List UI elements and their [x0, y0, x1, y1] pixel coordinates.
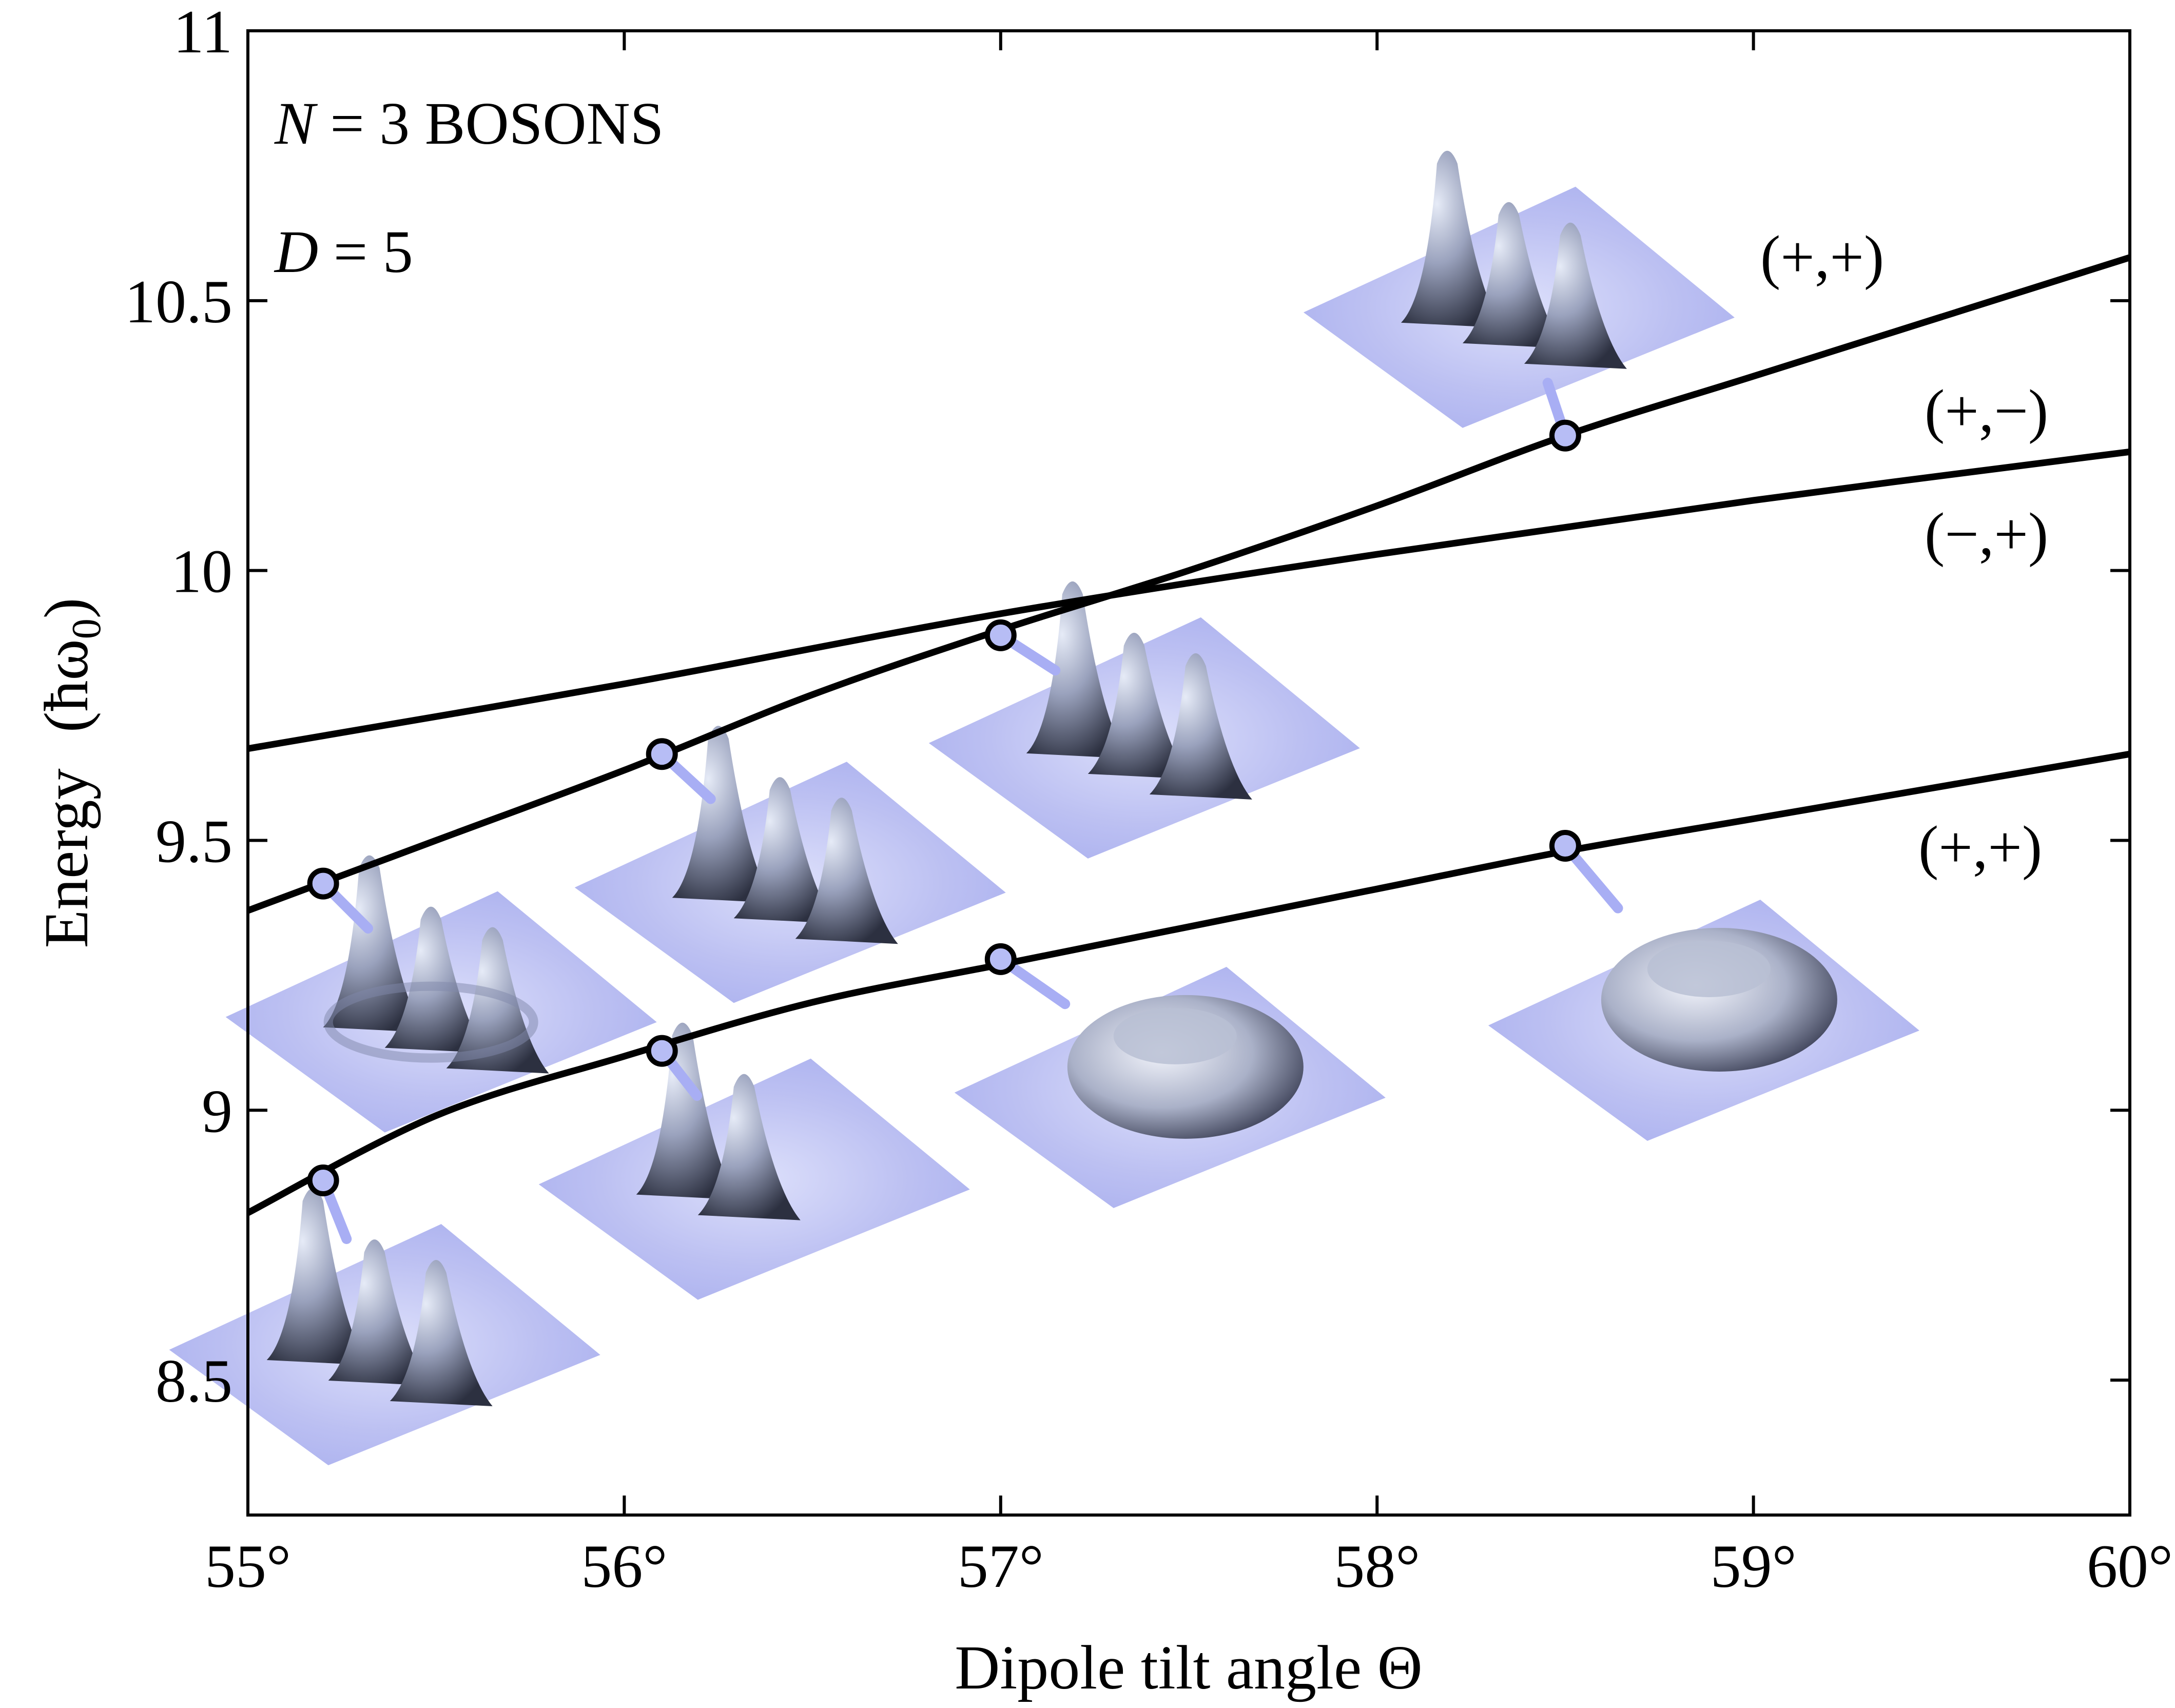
data-marker: [646, 1035, 678, 1067]
y-tick-labels: 8.5 9 9.5 10 10.5 11: [125, 0, 232, 1415]
density-peak: [328, 1239, 431, 1386]
density-inset: [1488, 899, 1919, 1141]
density-peak: [733, 777, 837, 924]
density-peak: [1462, 202, 1565, 348]
y-axis-unit-sub: 0: [64, 618, 109, 639]
data-marker: [307, 867, 339, 900]
y-tick-label: 10.5: [125, 267, 232, 336]
series-lines: [248, 254, 2130, 1216]
density-peak: [1524, 222, 1627, 369]
density-peak: [1149, 653, 1252, 800]
x-tick-label: 60°: [2087, 1532, 2173, 1600]
density-peak: [672, 726, 775, 903]
particle-count-label: N = 3 BOSONS: [274, 90, 664, 157]
data-marker: [307, 1164, 339, 1196]
density-ring-hole: [1113, 1007, 1237, 1064]
data-marker: [1549, 419, 1581, 452]
x-tick-label: 57°: [958, 1532, 1044, 1600]
data-markers: [307, 419, 1581, 1196]
x-tick-label: 55°: [205, 1532, 291, 1600]
series-line-0: [248, 254, 2130, 914]
density-peak: [795, 798, 898, 944]
density-inset: [538, 1022, 970, 1300]
x-tick-label: 56°: [581, 1532, 667, 1600]
density-peak: [1026, 581, 1129, 759]
y-tick-label: 8.5: [156, 1347, 232, 1415]
y-axis-unit: (ħω: [32, 639, 101, 732]
data-marker: [1549, 829, 1581, 862]
dipole-strength-symbol: D: [274, 218, 318, 285]
plot-frame: [246, 29, 2131, 1517]
series-label-bottom-plus-plus: (+,+): [1918, 813, 2042, 881]
density-peak: [390, 1259, 493, 1406]
y-axis-label: Energy: [32, 768, 101, 948]
particle-count-value: = 3 BOSONS: [315, 90, 664, 157]
y-axis-title: Energy (ħω0): [32, 598, 109, 948]
density-peak: [384, 906, 488, 1053]
density-inset: [928, 581, 1360, 859]
y-tick-label: 9.5: [156, 807, 232, 875]
density-peak: [636, 1022, 739, 1200]
y-axis-unit-close: ): [32, 598, 101, 619]
data-marker: [646, 738, 678, 770]
x-tick-label: 58°: [1334, 1532, 1420, 1600]
dipole-strength-label: D = 5: [274, 218, 413, 285]
data-marker: [984, 943, 1017, 975]
density-inset: [169, 1188, 600, 1465]
density-ring-hole: [1647, 940, 1771, 997]
density-insets: [169, 150, 1919, 1465]
dipole-strength-value: = 5: [318, 218, 413, 285]
density-inset: [954, 966, 1386, 1208]
y-tick-label: 9: [202, 1077, 232, 1145]
density-inset: [225, 855, 657, 1133]
series-label-minus-plus: (−,+): [1925, 500, 2048, 568]
density-inset: [1303, 150, 1735, 428]
density-peak: [1088, 632, 1191, 779]
density-peak: [697, 1074, 801, 1220]
series-line-2: [248, 750, 2130, 1216]
data-marker: [984, 619, 1017, 651]
y-tick-label: 10: [171, 537, 232, 606]
density-peak: [266, 1188, 370, 1365]
x-tick-labels: 55° 56° 57° 58° 59° 60°: [205, 1532, 2173, 1600]
x-tick-label: 59°: [1711, 1532, 1797, 1600]
series-label-top-plus-plus: (+,+): [1760, 223, 1884, 290]
density-peak: [1401, 150, 1504, 328]
density-ring-shadow: [323, 981, 538, 1063]
particle-count-symbol: N: [274, 90, 318, 157]
density-inset: [574, 726, 1006, 1003]
series-label-plus-minus: (+,−): [1925, 377, 2048, 444]
series-line-1: [248, 448, 2130, 752]
x-axis-title: Dipole tilt angle Θ: [955, 1633, 1422, 1702]
y-tick-label: 11: [173, 0, 232, 66]
